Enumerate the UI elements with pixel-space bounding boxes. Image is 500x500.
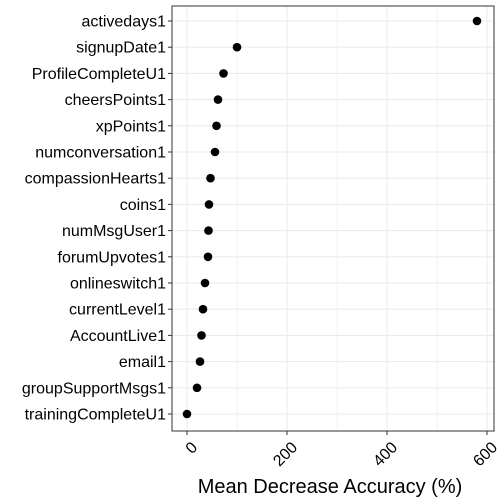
data-point	[212, 121, 221, 131]
data-point	[472, 16, 482, 26]
data-point	[182, 409, 192, 419]
y-axis-label: numconversation1	[35, 145, 166, 162]
grid-major-lines	[172, 6, 494, 431]
data-point	[192, 383, 202, 393]
data-point	[198, 304, 208, 314]
x-tick-label: 200	[270, 439, 301, 470]
data-point	[204, 200, 214, 209]
y-axis-label: coins1	[120, 197, 166, 214]
data-point	[203, 252, 213, 262]
y-axis-label: numMsgUser1	[62, 223, 166, 240]
x-axis-title: Mean Decrease Accuracy (%)	[198, 476, 463, 498]
y-axis-label: AccountLive1	[70, 328, 166, 345]
y-axis-label: groupSupportMsgs1	[22, 380, 166, 397]
grid-minor-lines	[236, 6, 438, 431]
y-axis-label: onlineswitch1	[70, 276, 166, 293]
y-axis-label: trainingCompleteU1	[25, 407, 167, 424]
y-axis-label: cheersPoints1	[65, 92, 166, 109]
x-tick-label: 600	[470, 439, 500, 470]
data-point	[204, 226, 213, 235]
x-tick-label: 400	[370, 439, 401, 470]
y-axis-label: email1	[119, 354, 166, 371]
data-point	[200, 278, 210, 288]
y-axis-label: forumUpvotes1	[58, 249, 167, 266]
plot-border	[171, 5, 495, 432]
y-axis-label: signupDate1	[76, 40, 166, 57]
y-axis-label: xpPoints1	[96, 118, 166, 135]
data-points	[182, 16, 482, 419]
data-point	[232, 42, 242, 52]
data-point	[206, 173, 215, 183]
x-axis-ticks: 0 200 400 600	[183, 431, 500, 470]
y-axis-label: currentLevel1	[69, 302, 166, 319]
y-axis-label: compassionHearts1	[25, 171, 167, 188]
y-axis-label: ProfileCompleteU1	[32, 66, 166, 83]
y-axis-label: activedays1	[82, 14, 167, 31]
data-point	[195, 357, 205, 366]
data-point	[210, 147, 220, 157]
plot-panel	[172, 6, 494, 431]
data-point	[197, 331, 206, 340]
data-point	[213, 95, 223, 104]
y-axis-labels: activedays1 signupDate1 ProfileCompleteU1 c…	[22, 14, 172, 424]
x-tick-label: 0	[183, 439, 201, 457]
data-point	[219, 69, 228, 78]
